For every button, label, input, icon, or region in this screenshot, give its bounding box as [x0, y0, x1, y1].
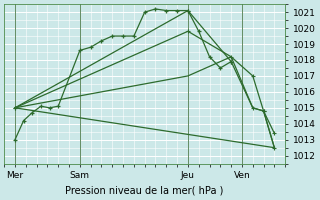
- X-axis label: Pression niveau de la mer( hPa ): Pression niveau de la mer( hPa ): [66, 186, 224, 196]
